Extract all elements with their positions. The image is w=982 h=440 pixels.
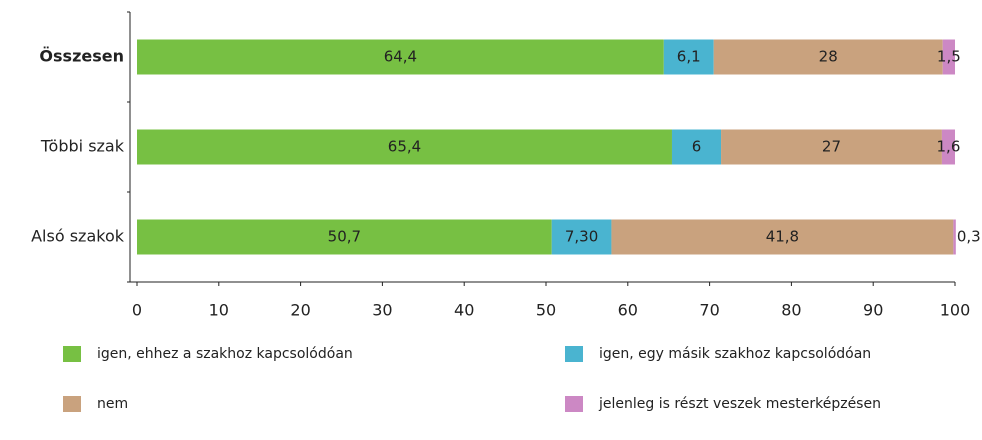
value-label: 6 <box>692 138 702 156</box>
bar-segment <box>663 39 714 75</box>
legend-label: igen, egy másik szakhoz kapcsolódóan <box>599 346 871 362</box>
x-tick-label: 80 <box>781 301 801 320</box>
value-label: 41,8 <box>766 228 799 246</box>
x-tick-label: 40 <box>454 301 474 320</box>
value-label: 50,7 <box>328 228 361 246</box>
value-label: 0,3 <box>957 228 981 246</box>
bar-segment <box>941 129 955 165</box>
x-tick-label: 30 <box>372 301 392 320</box>
legend-label: nem <box>97 396 128 412</box>
value-label: 65,4 <box>388 138 421 156</box>
legend-swatch <box>63 396 81 412</box>
value-label: 27 <box>822 138 841 156</box>
bar-segment <box>953 219 956 255</box>
bar-segment <box>611 219 954 255</box>
x-tick-label: 60 <box>618 301 638 320</box>
bar-segment <box>137 129 672 165</box>
bar-segment <box>942 39 955 75</box>
value-label: 28 <box>819 48 838 66</box>
x-tick-label: 90 <box>863 301 883 320</box>
bar-segment <box>137 39 664 75</box>
y-tick-label: Összesen <box>39 47 124 66</box>
value-label: 1,5 <box>937 48 961 66</box>
x-tick-label: 20 <box>290 301 310 320</box>
bar-segment <box>671 129 722 165</box>
x-tick-label: 0 <box>132 301 142 320</box>
bar-segment <box>721 129 942 165</box>
legend-swatch <box>63 346 81 362</box>
legend-swatch <box>565 396 583 412</box>
bar-segment <box>137 219 552 255</box>
value-label: 6,1 <box>677 48 701 66</box>
legend-label: jelenleg is részt veszek mesterképzésen <box>598 396 881 412</box>
x-tick-label: 10 <box>209 301 229 320</box>
x-tick-label: 50 <box>536 301 556 320</box>
legend-label: igen, ehhez a szakhoz kapcsolódóan <box>97 346 353 362</box>
y-tick-label: Alsó szakok <box>31 227 125 246</box>
value-label: 7,30 <box>565 228 598 246</box>
value-label: 64,4 <box>384 48 417 66</box>
legend-swatch <box>565 346 583 362</box>
bar-segment <box>551 219 612 255</box>
x-tick-label: 70 <box>699 301 719 320</box>
value-label: 1,6 <box>937 138 961 156</box>
x-tick-label: 100 <box>940 301 971 320</box>
bar-segment <box>713 39 943 75</box>
y-tick-label: Többi szak <box>40 137 125 156</box>
